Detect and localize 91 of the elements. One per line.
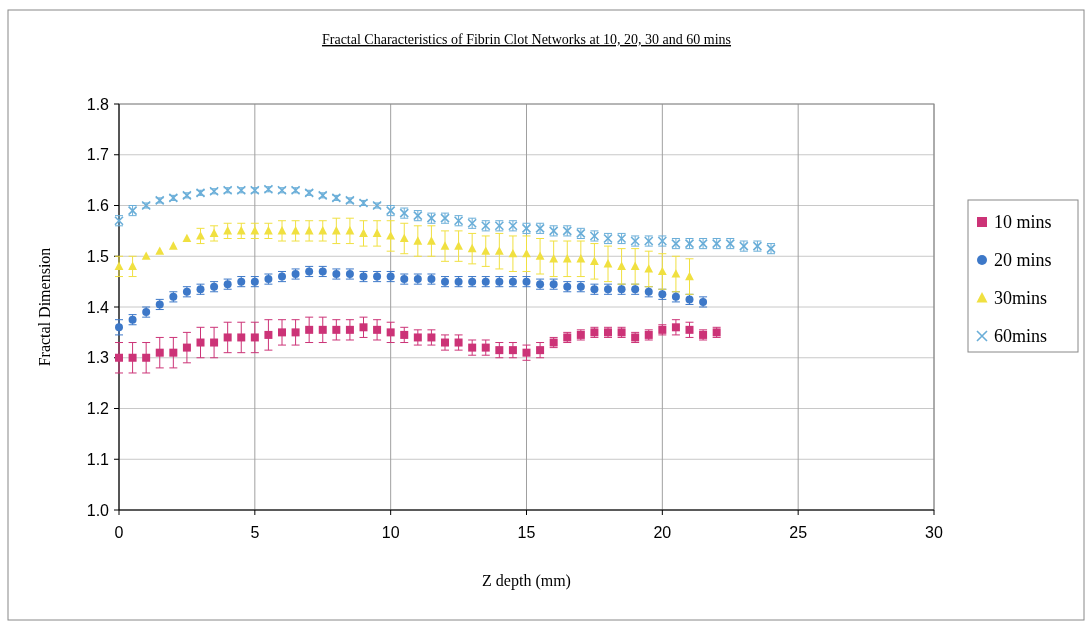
point xyxy=(386,328,395,337)
point xyxy=(657,266,667,276)
point xyxy=(372,228,382,238)
point xyxy=(168,241,178,250)
point xyxy=(630,261,640,270)
point xyxy=(495,346,504,355)
point xyxy=(128,261,137,270)
point xyxy=(562,253,572,263)
point xyxy=(318,226,328,235)
point xyxy=(535,251,545,260)
y-tick-label: 1.5 xyxy=(86,247,110,265)
chart-title: Fractal Characteristics of Fibrin Clot Networks at 10, 20, 30 and 60 mins xyxy=(321,32,732,47)
point xyxy=(305,325,314,334)
point xyxy=(141,251,151,260)
point xyxy=(264,330,273,339)
point xyxy=(142,353,151,362)
point xyxy=(359,228,368,238)
y-tick-label: 1.7 xyxy=(86,146,110,164)
point xyxy=(454,241,463,250)
x-tick-label: 10 xyxy=(381,524,400,541)
point xyxy=(223,333,232,342)
point xyxy=(182,233,192,243)
point xyxy=(441,338,449,347)
point xyxy=(644,264,654,273)
point xyxy=(155,246,165,255)
legend-label: 20 mins xyxy=(994,250,1052,271)
legend-label: 30mins xyxy=(994,288,1048,309)
point xyxy=(359,323,368,332)
point xyxy=(440,241,450,250)
point xyxy=(278,328,286,337)
point xyxy=(128,353,137,362)
point xyxy=(373,325,382,334)
point xyxy=(209,228,219,238)
point xyxy=(386,231,396,240)
point xyxy=(671,269,681,278)
point xyxy=(182,343,191,352)
point xyxy=(413,236,423,245)
point xyxy=(427,333,436,342)
point xyxy=(331,226,341,235)
y-tick-label: 1.0 xyxy=(86,501,110,519)
point xyxy=(115,353,123,362)
y-tick-label: 1.6 xyxy=(86,197,110,215)
point xyxy=(576,253,586,263)
point xyxy=(427,236,436,245)
x-tick-label: 5 xyxy=(250,524,260,541)
point xyxy=(508,346,517,355)
point xyxy=(155,348,164,357)
y-tick-label: 1.2 xyxy=(86,400,110,418)
point xyxy=(590,256,599,265)
point xyxy=(291,328,300,337)
x-tick-label: 0 xyxy=(114,524,124,541)
x-tick-label: 15 xyxy=(517,524,536,541)
y-tick-label: 1.4 xyxy=(86,298,110,316)
point xyxy=(345,325,354,334)
point xyxy=(413,333,422,342)
point xyxy=(318,325,327,334)
point xyxy=(250,333,259,342)
x-tick-label: 25 xyxy=(789,524,808,541)
point xyxy=(332,325,341,334)
point xyxy=(685,325,694,334)
point xyxy=(494,246,504,255)
point xyxy=(671,323,680,332)
point xyxy=(481,246,491,255)
point xyxy=(522,348,531,357)
point xyxy=(237,333,246,342)
y-tick-label: 1.8 xyxy=(86,95,110,113)
point xyxy=(617,261,626,270)
point xyxy=(114,261,124,270)
y-tick-label: 1.3 xyxy=(86,349,110,367)
point xyxy=(196,231,205,240)
x-tick-label: 30 xyxy=(925,524,943,541)
point xyxy=(399,233,409,243)
point xyxy=(468,343,477,352)
point xyxy=(467,243,477,253)
y-tick-label: 1.1 xyxy=(86,450,110,468)
point xyxy=(210,338,219,347)
point xyxy=(115,323,123,332)
point xyxy=(236,226,246,235)
point xyxy=(400,330,409,339)
point xyxy=(549,253,559,263)
point xyxy=(454,338,463,347)
point xyxy=(250,226,260,235)
point xyxy=(536,346,545,355)
x-axis-title: Z depth (mm) xyxy=(482,572,571,590)
legend-label: 60mins xyxy=(994,326,1048,347)
x-tick-label: 20 xyxy=(653,524,672,541)
point xyxy=(196,338,205,347)
legend-label: 10 mins xyxy=(994,212,1052,233)
y-axis-title: Fractal Dimension xyxy=(36,247,53,367)
point xyxy=(481,343,490,352)
point xyxy=(169,348,178,357)
